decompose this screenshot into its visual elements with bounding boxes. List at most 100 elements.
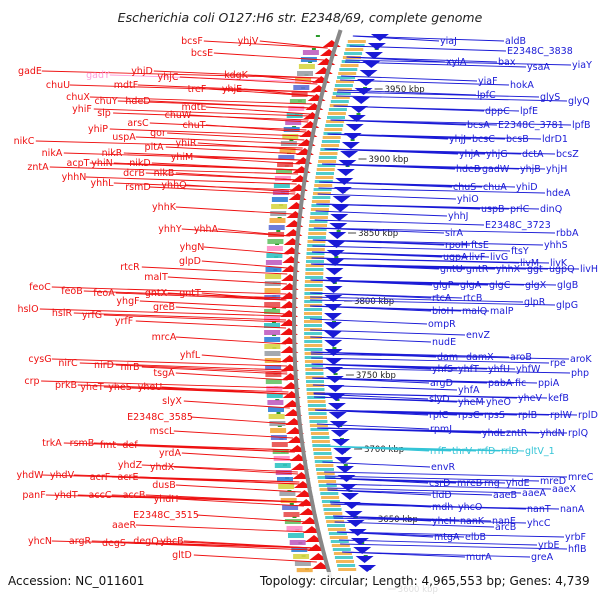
forward-gene-arrow: [324, 304, 343, 311]
feature-block: [264, 330, 281, 335]
feature-block: [307, 404, 326, 407]
gene-label: yheU: [138, 382, 162, 393]
feature-block: [272, 190, 289, 195]
gene-label: yhiM: [171, 152, 193, 163]
gene-label: uspA: [112, 132, 136, 143]
feature-block: [309, 224, 327, 227]
feature-block: [321, 496, 340, 499]
gene-label: yhfT: [458, 364, 479, 375]
gene-label: csrD: [429, 478, 450, 489]
gene-label: yhjG: [486, 149, 508, 160]
feature-block: [279, 148, 296, 153]
gene-leader-line: [336, 91, 540, 98]
gene-label: hdeA: [546, 188, 571, 199]
feature-block: [304, 324, 322, 327]
forward-gene-arrow: [344, 511, 363, 518]
gene-label: gadY: [86, 70, 110, 81]
forward-gene-arrow: [328, 412, 347, 419]
feature-block: [337, 564, 356, 567]
gene-leader-line: [310, 299, 556, 306]
feature-block: [285, 120, 302, 125]
feature-block: [264, 323, 280, 328]
feature-block: [271, 204, 288, 209]
reverse-gene-arrow: [305, 535, 323, 542]
gc-skew-dot: [343, 464, 348, 466]
gene-label: envZ: [466, 330, 490, 341]
gene-label: yrfF: [115, 316, 133, 327]
gene-label: crp: [24, 376, 39, 387]
feature-block: [300, 57, 317, 62]
forward-gene-arrow: [330, 214, 349, 221]
gene-label: yhfS: [432, 364, 453, 375]
gene-label: nirC: [58, 358, 78, 369]
feature-block: [304, 340, 323, 343]
feature-block: [265, 379, 282, 384]
gene-label: nikC: [14, 136, 35, 147]
feature-block: [310, 428, 329, 431]
feature-block: [267, 400, 284, 405]
gene-label: yhjD: [131, 66, 153, 77]
feature-block: [308, 412, 327, 415]
feature-block: [264, 351, 281, 356]
feature-block: [271, 197, 288, 202]
feature-block: [317, 476, 336, 479]
gene-label: greB: [153, 302, 175, 313]
gene-label: glgA: [460, 280, 482, 291]
gene-label: E2348C_3838: [507, 46, 573, 57]
feature-block: [297, 71, 313, 76]
gene-label: treF: [188, 84, 207, 95]
feature-block: [327, 116, 345, 119]
feature-block: [308, 228, 327, 231]
feature-block: [319, 152, 338, 155]
feature-block: [322, 504, 341, 507]
gene-leader-line: [167, 132, 305, 141]
feature-block: [333, 552, 352, 555]
gene-label: yhiF: [72, 104, 92, 115]
gene-label: ugpQ: [549, 264, 575, 275]
feature-block: [304, 352, 323, 355]
gene-leader-line: [167, 292, 287, 301]
gene-leader-line: [310, 353, 570, 360]
feature-block: [325, 124, 344, 127]
gene-leader-line: [139, 300, 287, 309]
gene-leader-line: [139, 476, 300, 485]
gene-leader-line: [312, 377, 538, 384]
feature-block: [267, 239, 284, 244]
gene-label: ftsE: [471, 240, 489, 251]
feature-block: [305, 376, 324, 379]
feature-block: [306, 260, 324, 263]
gene-leader-line: [243, 88, 315, 97]
gene-label: nirD: [94, 360, 114, 371]
gene-leader-line: [330, 503, 560, 510]
gene-leader-line: [201, 292, 287, 301]
gene-label: rrfF: [430, 446, 446, 457]
feature-block: [270, 428, 287, 433]
forward-gene-arrow: [353, 547, 372, 554]
gene-label: thrV: [452, 446, 473, 457]
gene-label: mscL: [150, 426, 175, 437]
feature-block: [277, 477, 293, 482]
feature-block: [293, 554, 310, 559]
gene-label: dinQ: [540, 204, 562, 215]
gene-leader-line: [41, 70, 320, 79]
feature-block: [304, 308, 323, 311]
feature-block: [278, 484, 295, 489]
gene-label: accC: [89, 490, 112, 501]
gene-label: aaeB: [493, 490, 517, 501]
gc-skew-dot: [276, 412, 281, 414]
feature-block: [264, 288, 281, 293]
feature-block: [298, 64, 315, 69]
gene-label: ugpA: [443, 252, 468, 263]
gene-label: rpmJ: [430, 424, 452, 435]
feature-block: [307, 244, 326, 247]
gene-label: ftsY: [511, 246, 529, 257]
gene-leader-line: [312, 384, 458, 391]
gene-label: nanA: [560, 504, 585, 515]
gene-label: yhhY: [158, 224, 182, 235]
feature-block: [305, 264, 324, 267]
feature-block: [311, 436, 330, 439]
feature-block: [327, 524, 345, 527]
gene-leader-line: [322, 461, 431, 468]
feature-block: [283, 512, 300, 517]
gc-skew-dot: [356, 113, 361, 115]
